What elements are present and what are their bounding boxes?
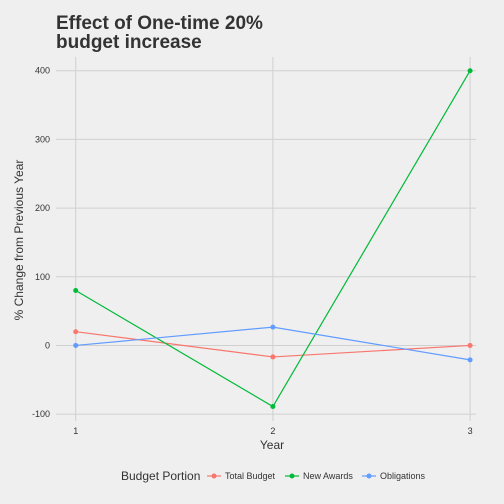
y-tick-label: 300 [35, 134, 50, 144]
legend-label: New Awards [303, 471, 353, 481]
data-point-total-budget [73, 329, 79, 335]
data-point-obligations [270, 324, 276, 330]
legend-item-obligations: Obligations [362, 471, 426, 481]
y-tick-label: -100 [32, 409, 50, 419]
legend-item-total-budget: Total Budget [207, 471, 276, 481]
data-point-new-awards [467, 68, 473, 74]
chart-title-line-2: budget increase [56, 32, 202, 53]
y-tick-label: 400 [35, 66, 50, 76]
x-axis-ticks: 1 2 3 [73, 426, 472, 436]
data-point-total-budget [467, 342, 473, 348]
legend-key-point [366, 473, 372, 479]
legend-title: Budget Portion [121, 469, 200, 483]
plot-grid [56, 57, 476, 421]
x-tick-label: 1 [73, 426, 78, 436]
y-tick-label: 0 [45, 340, 50, 350]
legend-label: Obligations [380, 471, 426, 481]
data-point-total-budget [270, 354, 276, 360]
legend-item-new-awards: New Awards [285, 471, 353, 481]
data-point-new-awards [270, 404, 276, 410]
y-tick-label: 100 [35, 272, 50, 282]
data-point-obligations [73, 342, 79, 348]
x-tick-label: 3 [468, 426, 473, 436]
data-point-new-awards [73, 288, 79, 294]
legend-key-point [211, 473, 217, 479]
data-point-obligations [467, 357, 473, 363]
x-axis-label: Year [260, 438, 284, 452]
legend-label: Total Budget [225, 471, 276, 481]
series-layer [73, 68, 473, 410]
y-axis-label: % Change from Previous Year [12, 160, 26, 321]
x-tick-label: 2 [270, 426, 275, 436]
legend-key-point [289, 473, 295, 479]
y-axis-ticks: -100 0 100 200 300 400 [32, 66, 50, 419]
legend: Budget Portion Total Budget New Awards Obl… [121, 469, 426, 483]
y-tick-label: 200 [35, 203, 50, 213]
chart-title-line-1: Effect of One-time 20% [56, 13, 263, 34]
